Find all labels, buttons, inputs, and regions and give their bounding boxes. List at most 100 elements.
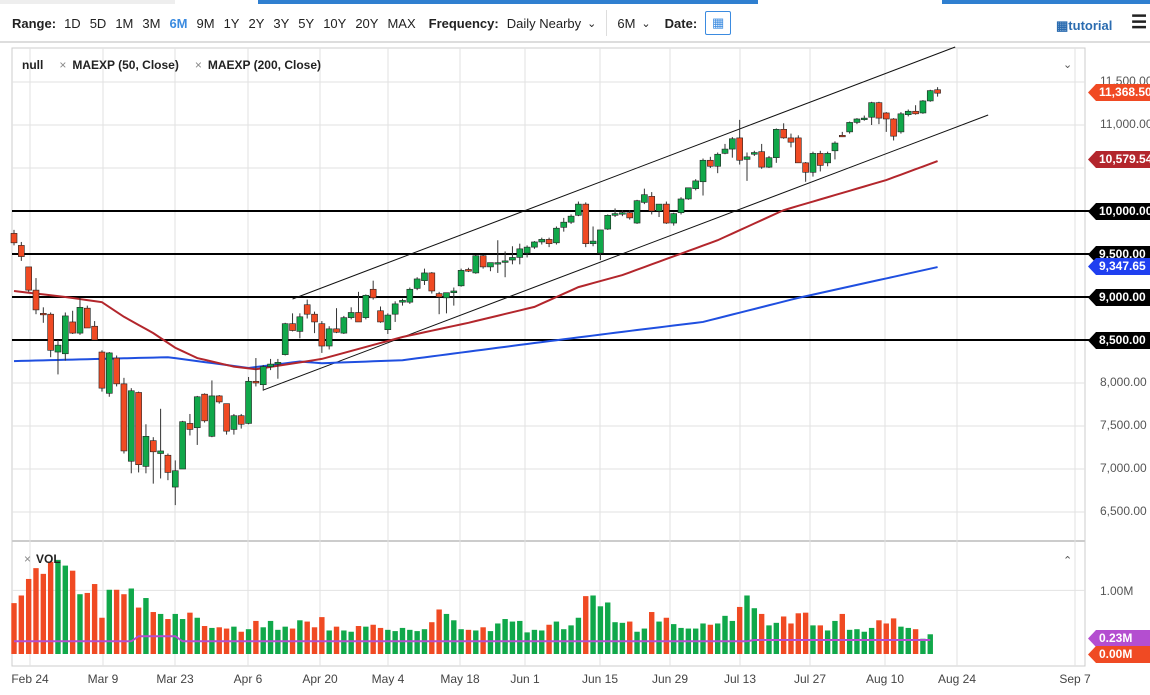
remove-study-icon[interactable]: ×	[24, 552, 32, 566]
tutorial-link[interactable]: ▦tutorial	[1056, 18, 1112, 34]
volume-bar	[47, 561, 54, 654]
toolbar: Range: 1D 5D 1M 3M 6M 9M 1Y 2Y 3Y 5Y 10Y 20Y MAX Fre…	[12, 10, 732, 36]
candle-body	[575, 203, 582, 216]
top-tab-strip	[0, 0, 175, 4]
ma50-line	[13, 160, 938, 371]
divider	[606, 10, 608, 36]
expand-panel-icon[interactable]: ⌃	[1063, 555, 1073, 567]
remove-study-icon[interactable]: ×	[59, 58, 67, 72]
date-tick: Jun 29	[651, 672, 689, 686]
volume-bar	[649, 612, 655, 654]
candle-body	[904, 110, 912, 115]
collapse-panel-icon[interactable]: ⌄	[1063, 59, 1073, 71]
candle-body	[135, 392, 142, 465]
volume-bar	[568, 625, 574, 654]
range-3y[interactable]: 3Y	[273, 15, 290, 31]
range-9m[interactable]: 9M	[196, 15, 215, 31]
candle-body	[347, 312, 355, 318]
candle-body	[465, 269, 472, 272]
date-tick: Jun 1	[510, 672, 540, 686]
candle-body	[325, 328, 333, 347]
candle-body	[120, 383, 128, 452]
range-3m[interactable]: 3M	[142, 15, 161, 31]
range-buttons: 1D 5D 1M 3M 6M 9M 1Y 2Y 3Y 5Y 10Y 20Y MAX	[64, 16, 425, 31]
volume-bar	[487, 631, 494, 654]
candle-body	[875, 102, 883, 119]
range-5d[interactable]: 5D	[89, 15, 107, 31]
study-ma200[interactable]: MAEXP (200, Close)	[207, 58, 321, 72]
date-tick: Jul 13	[723, 672, 757, 686]
candle-body	[597, 229, 604, 254]
chevron-down-icon[interactable]: ⌄	[641, 17, 651, 30]
hamburger-menu-icon[interactable]: ☰	[1131, 12, 1148, 32]
candle-body	[289, 323, 296, 331]
candle-body	[245, 380, 252, 424]
range-6m[interactable]: 6M	[169, 15, 188, 31]
candle-body	[230, 415, 238, 430]
candle-body	[377, 310, 384, 323]
range-2y[interactable]: 2Y	[248, 15, 265, 31]
candle-body	[362, 294, 370, 318]
candle-body	[816, 153, 824, 166]
volume-bar	[40, 573, 47, 654]
volume-bar	[33, 568, 39, 654]
volume-bar	[846, 629, 853, 654]
range-10y[interactable]: 10Y	[323, 15, 347, 31]
candle-body	[32, 289, 40, 311]
level-tag: 8,500.00	[1088, 332, 1150, 349]
range-20y[interactable]: 20Y	[355, 15, 379, 31]
volume-bar	[575, 617, 582, 654]
candle-body	[633, 200, 641, 224]
candle-body	[824, 153, 831, 164]
candle-body	[619, 212, 626, 215]
volume-bar	[18, 595, 25, 654]
candle-body	[105, 352, 113, 394]
volume-bar	[524, 632, 530, 654]
candle-body	[223, 403, 230, 432]
volume-bar	[370, 624, 376, 654]
candle-body	[765, 157, 773, 168]
volume-bar	[106, 589, 112, 654]
volume-bar	[920, 638, 926, 654]
candle-body	[54, 344, 62, 353]
candle-body	[736, 137, 743, 161]
range-1y[interactable]: 1Y	[223, 15, 240, 31]
candle-body	[567, 215, 575, 223]
range-max[interactable]: MAX	[387, 15, 416, 31]
grid-icon: ▦	[1056, 18, 1069, 33]
volume-bar	[502, 619, 508, 654]
remove-study-icon[interactable]: ×	[194, 58, 202, 72]
study-ma50[interactable]: MAEXP (50, Close)	[72, 58, 179, 72]
volume-bar	[84, 592, 90, 654]
candle-body	[560, 221, 568, 228]
candle-body	[890, 118, 897, 137]
candle-body	[897, 113, 905, 133]
candle-body	[545, 239, 553, 244]
volume-label: VOL	[36, 552, 61, 566]
volume-bar	[113, 589, 120, 654]
range-1d[interactable]: 1D	[64, 15, 81, 31]
candle-body	[846, 122, 853, 133]
candle-body	[450, 290, 458, 294]
candle-body	[157, 450, 164, 454]
volume-bar	[605, 602, 611, 654]
candle-body	[435, 293, 443, 298]
period-select[interactable]: 6M	[617, 15, 636, 31]
range-5y[interactable]: 5Y	[298, 15, 315, 31]
volume-bar	[436, 609, 442, 654]
volume-bar	[751, 608, 758, 654]
symbol-label: null	[22, 58, 44, 72]
calendar-icon[interactable]: ▦	[705, 11, 732, 35]
volume-bar	[62, 565, 69, 654]
volume-bar	[583, 596, 589, 654]
volume-bar	[304, 621, 310, 654]
volume-bar	[795, 613, 802, 654]
volume-bar	[927, 634, 933, 654]
candle-body	[611, 213, 619, 216]
candle-body	[751, 152, 758, 155]
range-1m[interactable]: 1M	[115, 15, 134, 31]
frequency-select[interactable]: Daily Nearby	[506, 15, 582, 31]
chevron-down-icon[interactable]: ⌄	[587, 17, 597, 30]
volume-bar	[451, 620, 457, 654]
